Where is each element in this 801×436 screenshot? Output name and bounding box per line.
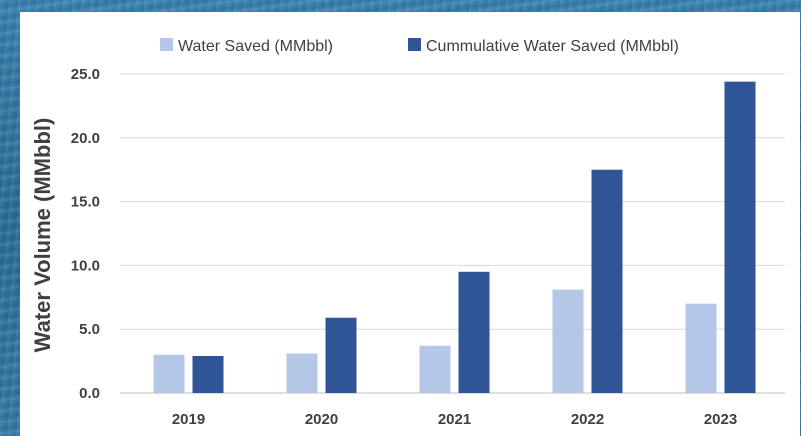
bar-water-saved-2023	[685, 303, 717, 393]
x-tick-label: 2019	[172, 411, 205, 428]
y-tick-label: 0.0	[79, 385, 100, 402]
y-tick-label: 5.0	[79, 321, 100, 338]
bar-water-saved-2020	[286, 353, 318, 393]
bar-cumulative-water-saved-2021	[458, 271, 490, 393]
y-tick-label: 10.0	[71, 257, 100, 274]
y-tick-label: 25.0	[71, 66, 100, 83]
bar-water-saved-2022	[552, 289, 584, 393]
x-tick-label: 2023	[704, 411, 737, 428]
bar-water-saved-2021	[419, 345, 451, 393]
legend-swatch-water-saved	[160, 38, 173, 51]
legend-label-water-saved: Water Saved (MMbbl)	[178, 38, 333, 55]
legend: Water Saved (MMbbl) Cummulative Water Sa…	[160, 38, 679, 55]
bar-cumulative-water-saved-2020	[325, 317, 357, 393]
legend-swatch-cumulative-water-saved	[408, 38, 421, 51]
x-tick-label: 2022	[571, 411, 604, 428]
y-tick-label: 15.0	[71, 194, 100, 211]
y-axis-label: Water Volume (MMbbl)	[30, 118, 55, 353]
bar-cumulative-water-saved-2023	[724, 81, 756, 393]
y-tick-label: 20.0	[71, 130, 100, 147]
x-tick-label: 2020	[305, 411, 338, 428]
bar-cumulative-water-saved-2022	[591, 169, 623, 393]
bar-cumulative-water-saved-2019	[192, 355, 224, 393]
x-tick-label: 2021	[438, 411, 471, 428]
bar-water-saved-2019	[153, 354, 185, 393]
legend-label-cumulative-water-saved: Cummulative Water Saved (MMbbl)	[426, 38, 679, 55]
chart-panel	[20, 12, 800, 436]
